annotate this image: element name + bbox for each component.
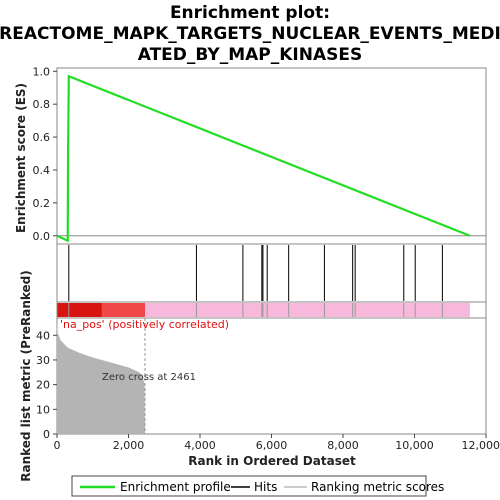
hits-panel xyxy=(56,243,487,303)
es-y-tick-label: 0.2 xyxy=(33,197,51,210)
metric-y-tick-label: 30 xyxy=(36,354,50,367)
enrichment-profile-line xyxy=(56,74,471,243)
legend-hits-label: Hits xyxy=(254,480,277,494)
metric-x-tick-label: 4,000 xyxy=(184,439,216,452)
metric-y-ticks: 0 10 20 30 40 xyxy=(36,329,57,441)
band-hit-marks xyxy=(68,303,443,317)
es-y-ticks: 0.0 0.2 0.4 0.6 0.8 1.0 xyxy=(33,65,57,243)
metric-x-ticks: 0 2,000 4,000 6,000 8,000 10,000 12,000 xyxy=(54,434,500,452)
es-y-tick-label: 0.6 xyxy=(33,131,51,144)
band-segment-dark-red xyxy=(57,303,102,317)
metric-x-tick-label: 2,000 xyxy=(113,439,145,452)
metric-y-label: Ranked list metric (PreRanked) xyxy=(19,270,33,482)
es-y-tick-label: 1.0 xyxy=(33,65,51,78)
positive-correlation-label: 'na_pos' (positively correlated) xyxy=(60,318,229,331)
es-panel: 0.0 0.2 0.4 0.6 0.8 1.0 Enrichment score (ES) xyxy=(14,65,487,245)
metric-x-label: Rank in Ordered Dataset xyxy=(188,454,356,468)
rank-color-band xyxy=(56,301,487,319)
hits-panel-frame xyxy=(56,243,487,303)
metric-y-tick-label: 10 xyxy=(36,403,50,416)
legend-metric-label: Ranking metric scores xyxy=(311,480,444,494)
hit-lines xyxy=(68,245,443,301)
metric-x-tick-label: 6,000 xyxy=(256,439,288,452)
chart-title-line-1: Enrichment plot: xyxy=(170,3,330,23)
legend-enrichment-label: Enrichment profile xyxy=(120,480,231,494)
ranking-metric-area xyxy=(57,320,145,434)
metric-x-tick-label: 0 xyxy=(54,439,61,452)
es-y-tick-label: 0.8 xyxy=(33,98,51,111)
metric-y-tick-label: 20 xyxy=(36,379,50,392)
metric-y-tick-label: 0 xyxy=(43,428,50,441)
legend-box xyxy=(71,475,427,497)
es-y-tick-label: 0.0 xyxy=(33,230,51,243)
es-y-tick-label: 0.4 xyxy=(33,164,51,177)
legend: Enrichment profile Hits Ranking metric s… xyxy=(71,475,444,497)
metric-x-tick-label: 12,000 xyxy=(462,439,500,452)
metric-panel: 'na_pos' (positively correlated) Zero cr… xyxy=(19,270,500,482)
chart-title-line-2: REACTOME_MAPK_TARGETS_NUCLEAR_EVENTS_MED… xyxy=(0,24,500,44)
metric-y-tick-label: 40 xyxy=(36,329,50,342)
chart-title-line-3: ATED_BY_MAP_KINASES xyxy=(138,45,363,65)
metric-x-tick-label: 8,000 xyxy=(327,439,359,452)
es-y-label: Enrichment score (ES) xyxy=(14,83,28,233)
metric-x-tick-label: 10,000 xyxy=(395,439,434,452)
zero-cross-label: Zero cross at 2461 xyxy=(102,372,196,383)
band-segment-pink xyxy=(57,303,470,317)
